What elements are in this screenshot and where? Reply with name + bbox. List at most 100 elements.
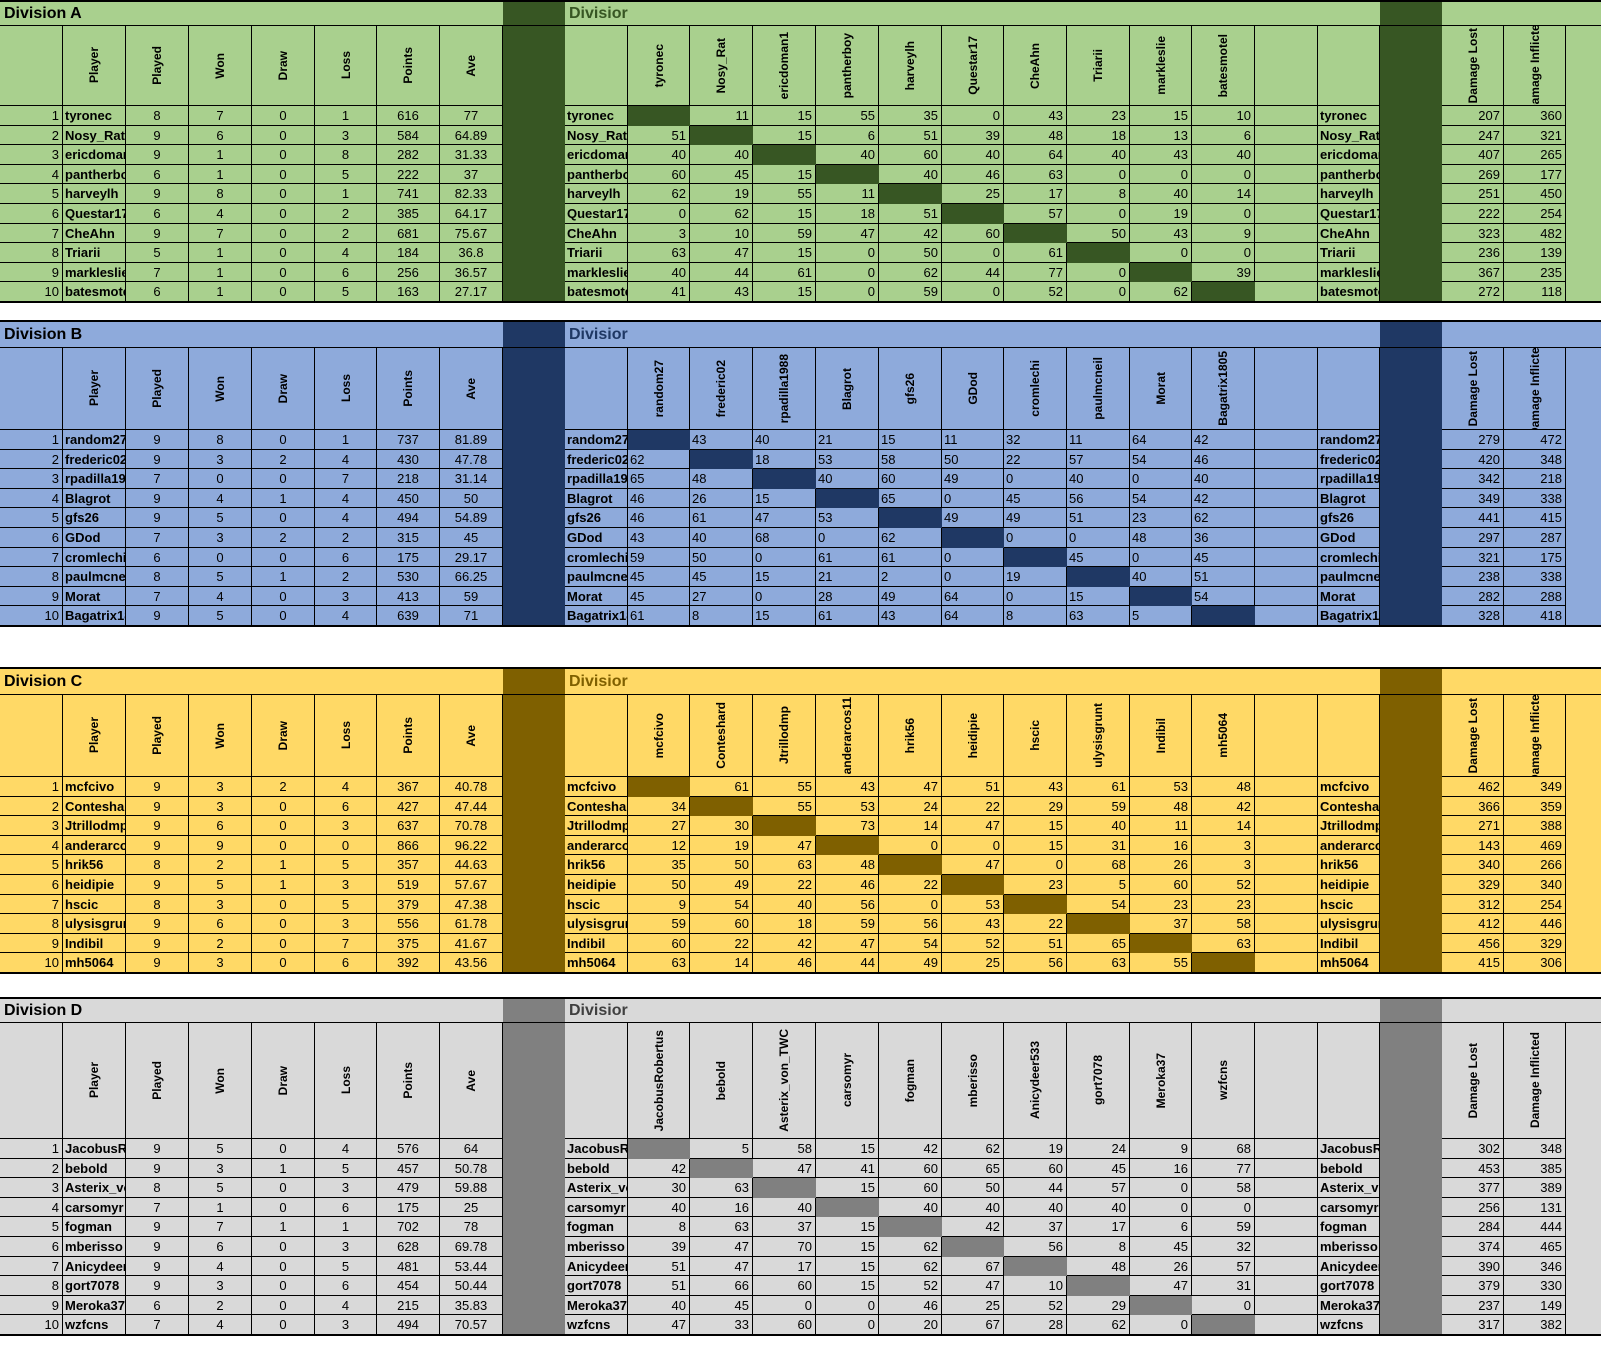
won-value[interactable]: 5 xyxy=(189,606,252,626)
score-cell[interactable]: 18 xyxy=(753,914,816,934)
summary-row-name[interactable]: heidipie xyxy=(1318,875,1380,895)
score-cell[interactable]: 30 xyxy=(628,1178,690,1198)
separator-column[interactable] xyxy=(1380,262,1442,283)
division-title[interactable]: Division C xyxy=(4,673,83,690)
damage-lost-value[interactable]: 340 xyxy=(1442,855,1504,875)
blank-cell[interactable] xyxy=(1255,953,1318,973)
draw-value[interactable]: 0 xyxy=(252,835,315,856)
diagonal-cell[interactable] xyxy=(628,106,690,126)
row-position[interactable]: 10 xyxy=(0,606,63,626)
summary-row-name[interactable]: pantherboy xyxy=(1318,164,1380,185)
score-cell[interactable]: 39 xyxy=(628,1237,690,1257)
summary-row-name[interactable]: wzfcns xyxy=(1318,1315,1380,1335)
division-title[interactable]: Division D xyxy=(4,1002,83,1019)
ave-value[interactable]: 59.88 xyxy=(440,1178,503,1198)
blank-cell[interactable] xyxy=(1255,164,1318,185)
score-cell[interactable]: 58 xyxy=(1192,1178,1255,1198)
player-name[interactable]: Indibil xyxy=(63,933,126,954)
damage-inflicted-value[interactable]: 175 xyxy=(1504,547,1566,568)
header-played[interactable]: Played xyxy=(126,695,189,777)
score-cell[interactable]: 10 xyxy=(1004,1276,1067,1296)
score-cell[interactable]: 36 xyxy=(1192,528,1255,548)
score-cell[interactable]: 13 xyxy=(1130,125,1192,146)
score-cell[interactable]: 5 xyxy=(1067,875,1130,895)
score-cell[interactable]: 29 xyxy=(1067,1295,1130,1316)
draw-value[interactable]: 0 xyxy=(252,262,315,283)
separator-column[interactable] xyxy=(1380,835,1442,856)
ave-value[interactable]: 37 xyxy=(440,164,503,185)
separator-column[interactable] xyxy=(1380,1217,1442,1237)
ave-value[interactable]: 45 xyxy=(440,528,503,548)
grid-corner[interactable] xyxy=(565,348,628,430)
score-cell[interactable]: 37 xyxy=(1130,914,1192,934)
score-cell[interactable]: 51 xyxy=(1192,567,1255,587)
score-cell[interactable]: 61 xyxy=(816,606,879,626)
ave-value[interactable]: 70.78 xyxy=(440,816,503,836)
grid-row-name[interactable]: Triarii xyxy=(565,243,628,263)
score-cell[interactable]: 45 xyxy=(1192,547,1255,568)
score-cell[interactable]: 44 xyxy=(1004,1178,1067,1198)
score-cell[interactable]: 15 xyxy=(816,1237,879,1257)
score-cell[interactable]: 46 xyxy=(816,875,879,895)
damage-inflicted-value[interactable]: 118 xyxy=(1504,282,1566,302)
score-cell[interactable]: 48 xyxy=(690,469,753,489)
score-cell[interactable]: 45 xyxy=(690,567,753,587)
ave-value[interactable]: 96.22 xyxy=(440,835,503,856)
ave-value[interactable]: 64 xyxy=(440,1139,503,1159)
separator-column[interactable] xyxy=(503,816,565,836)
ave-value[interactable]: 27.17 xyxy=(440,282,503,302)
ave-value[interactable]: 54.89 xyxy=(440,508,503,528)
points-value[interactable]: 392 xyxy=(377,953,440,973)
score-cell[interactable]: 45 xyxy=(628,567,690,587)
loss-value[interactable]: 2 xyxy=(315,528,377,548)
summary-row-name[interactable]: mberisso xyxy=(1318,1237,1380,1257)
player-name[interactable]: harveylh xyxy=(63,184,126,204)
diagonal-cell[interactable] xyxy=(1067,567,1130,587)
score-cell[interactable]: 68 xyxy=(1067,855,1130,875)
played-value[interactable]: 6 xyxy=(126,1295,189,1316)
score-cell[interactable]: 51 xyxy=(879,125,942,146)
blank-cell[interactable] xyxy=(1255,914,1318,934)
row-position[interactable]: 8 xyxy=(0,243,63,263)
score-cell[interactable]: 19 xyxy=(1130,204,1192,224)
damage-lost-value[interactable]: 222 xyxy=(1442,204,1504,224)
won-value[interactable]: 5 xyxy=(189,567,252,587)
division-title[interactable]: Division A xyxy=(4,5,82,22)
diagonal-cell[interactable] xyxy=(690,125,753,146)
ave-value[interactable]: 57.67 xyxy=(440,875,503,895)
row-position[interactable]: 4 xyxy=(0,164,63,185)
separator-column[interactable] xyxy=(1380,796,1442,817)
played-value[interactable]: 8 xyxy=(126,1178,189,1198)
opponent-header[interactable]: bebold xyxy=(690,1023,753,1139)
blank-cell[interactable] xyxy=(1255,1237,1318,1257)
damage-lost-value[interactable]: 312 xyxy=(1442,894,1504,915)
score-cell[interactable]: 52 xyxy=(942,933,1004,954)
score-cell[interactable]: 15 xyxy=(753,164,816,185)
score-cell[interactable]: 9 xyxy=(1130,1139,1192,1159)
score-cell[interactable]: 18 xyxy=(816,204,879,224)
score-cell[interactable]: 0 xyxy=(1130,164,1192,185)
draw-value[interactable]: 0 xyxy=(252,1237,315,1257)
score-cell[interactable]: 0 xyxy=(1130,547,1192,568)
header-draw[interactable]: Draw xyxy=(252,1023,315,1139)
score-cell[interactable]: 55 xyxy=(1130,953,1192,973)
grid-row-name[interactable]: frederic02 xyxy=(565,449,628,470)
won-value[interactable]: 1 xyxy=(189,164,252,185)
score-cell[interactable]: 50 xyxy=(628,875,690,895)
grid-row-name[interactable]: pantherboy xyxy=(565,164,628,185)
score-cell[interactable]: 0 xyxy=(816,243,879,263)
score-cell[interactable]: 64 xyxy=(1004,145,1067,165)
row-position[interactable]: 8 xyxy=(0,567,63,587)
score-cell[interactable]: 8 xyxy=(1067,184,1130,204)
score-cell[interactable]: 45 xyxy=(1130,1237,1192,1257)
score-cell[interactable]: 48 xyxy=(1004,125,1067,146)
diagonal-cell[interactable] xyxy=(816,1197,879,1218)
loss-value[interactable]: 2 xyxy=(315,567,377,587)
score-cell[interactable]: 63 xyxy=(1067,953,1130,973)
points-value[interactable]: 584 xyxy=(377,125,440,146)
summary-row-name[interactable]: rpadilla1988 xyxy=(1318,469,1380,489)
blank-cell[interactable] xyxy=(1255,106,1318,126)
separator-column[interactable] xyxy=(503,875,565,895)
played-value[interactable]: 6 xyxy=(126,164,189,185)
score-cell[interactable]: 44 xyxy=(690,262,753,283)
